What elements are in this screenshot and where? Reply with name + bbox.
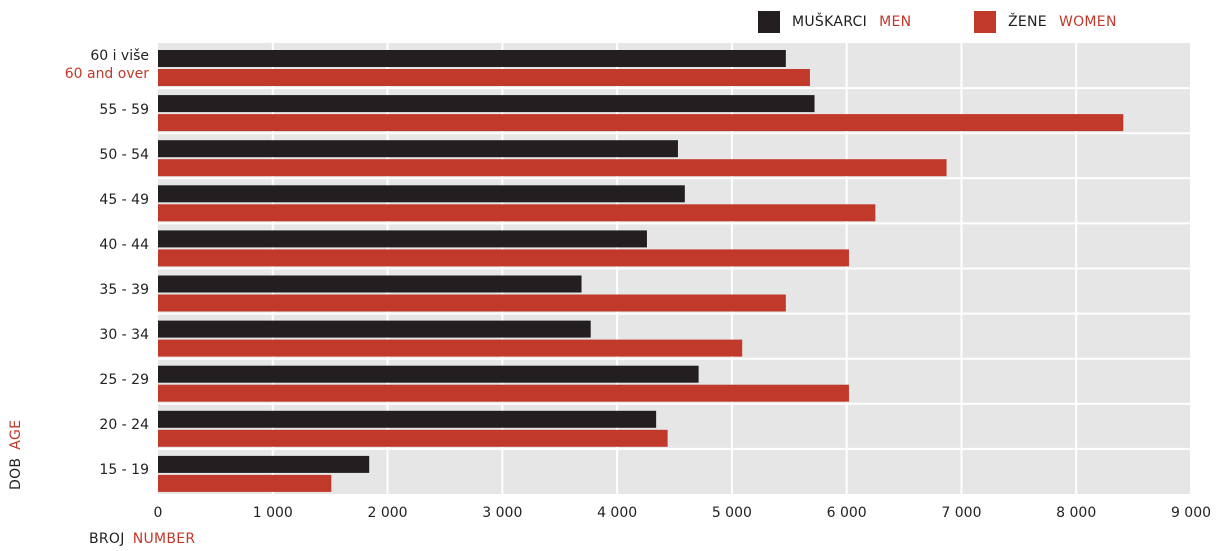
bar-men (158, 230, 647, 248)
x-tick-label: 1 000 (252, 505, 293, 521)
bar-men (158, 455, 370, 473)
y-axis-label-hr: DOB (8, 457, 24, 490)
legend-swatch-women (974, 11, 996, 33)
category-label: 50 - 54 (99, 146, 149, 163)
x-tick-label: 6 000 (826, 505, 867, 521)
x-tick-label: 9 000 (1170, 505, 1212, 521)
bar-men (158, 185, 685, 203)
x-tick-label: 3 000 (482, 505, 523, 521)
category-label: 20 - 24 (99, 417, 149, 434)
x-tick-label: 0 (153, 505, 163, 521)
legend-label-women: ŽENE (1008, 14, 1047, 30)
legend-swatch-men (758, 11, 780, 33)
category-label: 60 i više 60 and over (65, 47, 149, 83)
x-tick-label: 8 000 (1056, 505, 1097, 521)
y-axis-label: DOB AGE (8, 420, 24, 490)
y-axis-label-en: AGE (8, 419, 24, 450)
bar-women (158, 69, 810, 86)
x-tick-label: 5 000 (711, 505, 752, 521)
bar-women (158, 384, 849, 402)
bar-women (158, 204, 876, 222)
bar-men (158, 320, 591, 338)
category-label: 30 - 34 (99, 327, 149, 344)
category-label: 25 - 29 (99, 372, 149, 389)
category-label: 15 - 19 (99, 462, 149, 479)
legend-label-men: MUŠKARCI (792, 14, 868, 30)
x-tick-label: 2 000 (367, 505, 408, 521)
bar-women (158, 159, 947, 177)
x-axis-label-hr: BROJ (89, 531, 125, 547)
category-label: 45 - 49 (99, 191, 149, 208)
bar-men (158, 365, 699, 383)
bar-men (158, 275, 582, 293)
category-label: 35 - 39 (99, 282, 149, 299)
bar-women (158, 474, 332, 492)
legend-label-men-en: MEN (879, 14, 912, 30)
x-axis-label-en: NUMBER (132, 531, 196, 547)
x-tick-label: 7 000 (941, 505, 982, 521)
category-label-hr: 60 i više (90, 47, 149, 64)
legend-item-women: ŽENE WOMEN (974, 9, 1117, 35)
bar-men (158, 95, 815, 113)
bar-men (158, 410, 657, 428)
bar-women (158, 249, 849, 267)
bar-women (158, 339, 743, 357)
x-axis-label: BROJ NUMBER (89, 531, 195, 547)
bar-women (158, 114, 1124, 132)
category-label: 40 - 44 (99, 236, 149, 253)
legend-label-women-en: WOMEN (1058, 14, 1117, 30)
category-label-en: 60 and over (64, 65, 149, 82)
bar-men (158, 140, 678, 158)
x-tick-label: 4 000 (597, 505, 638, 521)
bar-men (158, 50, 786, 67)
category-label: 55 - 59 (99, 101, 149, 118)
bar-women (158, 294, 786, 312)
bar-women (158, 429, 668, 447)
legend-item-men: MUŠKARCI MEN (758, 9, 911, 35)
